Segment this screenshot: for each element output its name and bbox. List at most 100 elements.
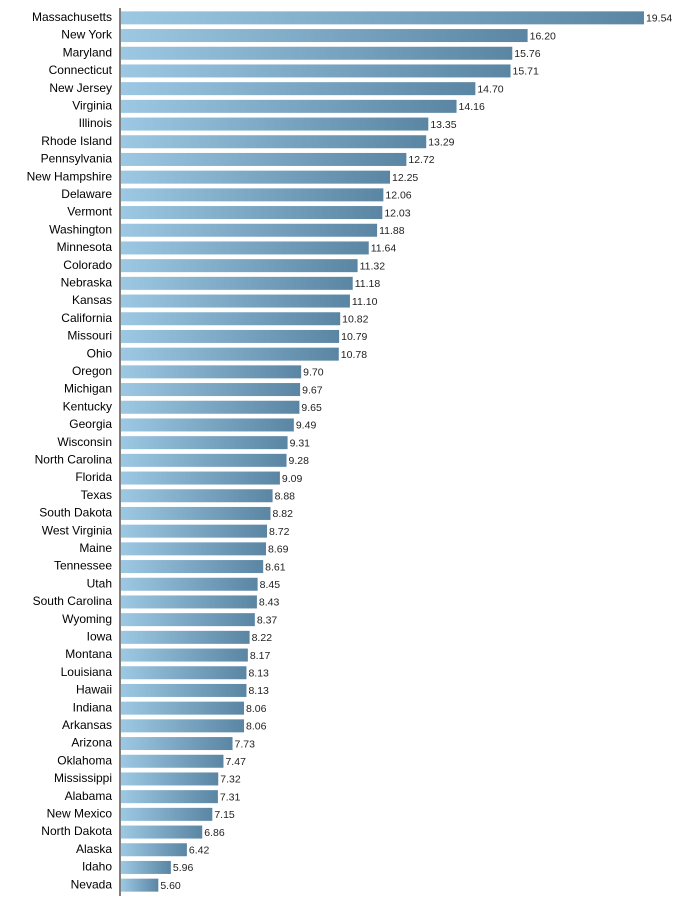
value-label: 7.15 (214, 809, 235, 821)
value-label: 8.13 (248, 685, 269, 697)
bar (121, 843, 187, 857)
value-label: 14.70 (477, 83, 503, 95)
y-tick-label: Oklahoma (57, 753, 112, 767)
y-tick-label: Texas (81, 488, 112, 502)
value-label: 8.72 (269, 526, 290, 538)
bar (121, 347, 339, 361)
y-tick-label: South Carolina (33, 594, 113, 608)
y-tick-label: Hawaii (76, 683, 112, 697)
bar (121, 754, 224, 768)
bar (121, 648, 248, 662)
value-label: 11.18 (355, 278, 381, 290)
value-label: 9.67 (302, 384, 323, 396)
value-label: 13.29 (428, 137, 454, 149)
bar (121, 737, 233, 751)
value-label: 9.31 (290, 437, 311, 449)
bar (121, 542, 266, 556)
value-label: 15.71 (513, 66, 539, 78)
bar (121, 453, 287, 467)
value-label: 12.06 (385, 190, 411, 202)
value-label: 8.17 (250, 650, 271, 662)
y-tick-label: Tennessee (54, 559, 112, 573)
bar (121, 666, 247, 680)
bar (121, 878, 159, 892)
bar (121, 577, 258, 591)
y-tick-label: New Mexico (47, 807, 113, 821)
y-tick-label: Ohio (87, 346, 113, 360)
bar (121, 383, 301, 397)
y-tick-label: Arkansas (62, 718, 112, 732)
y-tick-label: Arizona (71, 736, 112, 750)
y-tick-label: California (61, 311, 112, 325)
y-tick-label: Kentucky (63, 399, 112, 413)
bar (121, 790, 218, 804)
value-label: 8.06 (246, 721, 267, 733)
y-tick-label: Florida (75, 470, 112, 484)
y-tick-label: Nebraska (61, 276, 113, 290)
y-tick-label: Idaho (82, 860, 112, 874)
bar (121, 170, 390, 184)
y-tick-label: South Dakota (39, 506, 112, 520)
y-tick-label: New York (61, 28, 113, 42)
y-tick-label: Virginia (72, 99, 112, 113)
y-tick-label: Kansas (72, 293, 112, 307)
value-label: 8.43 (259, 597, 280, 609)
bar (121, 117, 429, 131)
value-label: 11.88 (379, 225, 405, 237)
value-label: 9.70 (303, 367, 324, 379)
y-tick-label: Alabama (65, 789, 113, 803)
y-tick-label: Oregon (72, 364, 112, 378)
value-label: 9.28 (289, 455, 310, 467)
y-tick-label: Pennsylvania (41, 152, 113, 166)
y-tick-label: Georgia (69, 417, 112, 431)
value-label: 16.20 (530, 30, 556, 42)
bar (121, 683, 247, 697)
value-label: 10.79 (341, 331, 367, 343)
bar (121, 825, 203, 839)
value-label: 8.13 (248, 668, 269, 680)
bar (121, 152, 407, 166)
value-label: 13.35 (430, 119, 456, 131)
y-tick-label: Alaska (76, 842, 112, 856)
value-label: 8.82 (273, 508, 294, 520)
bar (121, 99, 457, 113)
bar (121, 595, 257, 609)
bar (121, 206, 383, 220)
y-tick-label: Nevada (71, 877, 113, 891)
y-tick-label: Colorado (63, 258, 112, 272)
value-label: 8.45 (260, 579, 281, 591)
y-tick-label: Wyoming (62, 612, 112, 626)
y-tick-label: Missouri (67, 329, 112, 343)
y-tick-label: Iowa (87, 630, 113, 644)
value-label: 8.69 (268, 544, 289, 556)
bar (121, 807, 213, 821)
y-tick-label: North Carolina (35, 453, 113, 467)
y-tick-label: Connecticut (49, 63, 113, 77)
bar (121, 436, 288, 450)
bar (121, 294, 350, 308)
value-label: 8.61 (265, 561, 286, 573)
value-label: 15.76 (514, 48, 540, 60)
value-label: 14.16 (459, 101, 485, 113)
bar (121, 418, 294, 432)
value-label: 12.72 (408, 154, 434, 166)
y-tick-label: New Hampshire (27, 169, 113, 183)
value-label: 11.64 (371, 243, 397, 255)
value-label: 11.10 (352, 296, 378, 308)
y-tick-label: North Dakota (41, 824, 112, 838)
value-label: 9.49 (296, 420, 317, 432)
y-tick-label: Michigan (64, 382, 112, 396)
bar (121, 259, 358, 273)
value-label: 9.09 (282, 473, 303, 485)
bar (121, 772, 219, 786)
bar (121, 719, 245, 733)
y-tick-label: Utah (87, 576, 112, 590)
bar (121, 188, 384, 202)
bar (121, 11, 644, 25)
value-label: 5.60 (160, 880, 181, 892)
bar (121, 506, 271, 520)
y-tick-label: Massachusetts (32, 10, 112, 24)
y-tick-label: West Virginia (42, 523, 113, 537)
value-label: 9.65 (301, 402, 322, 414)
